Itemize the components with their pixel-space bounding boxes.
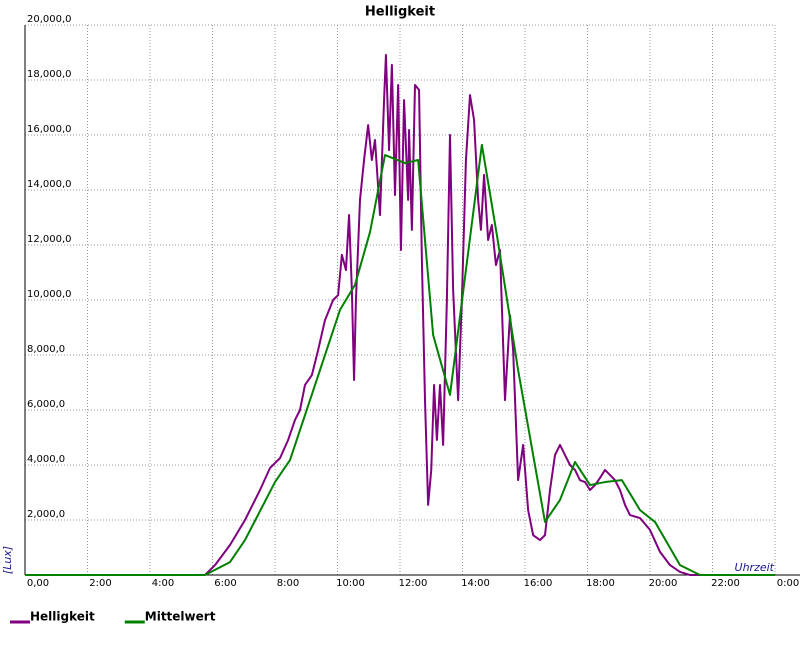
- x-tick-label: 20:00: [649, 578, 678, 589]
- data-line: [25, 53, 775, 576]
- x-tick-label: 10:00: [336, 578, 365, 589]
- legend-label: Mittelwert: [145, 610, 216, 624]
- x-tick-label: 16:00: [524, 578, 553, 589]
- x-tick-label: 0,00: [27, 578, 49, 589]
- y-tick-label: 18,000,0: [27, 69, 72, 80]
- y-tick-label: 10,000,0: [27, 289, 72, 300]
- y-tick-label: 2,000,0: [27, 509, 65, 520]
- x-tick-label: 22:00: [711, 578, 740, 589]
- y-tick-label: 12,000,0: [27, 234, 72, 245]
- x-tick-label: 2:00: [89, 578, 111, 589]
- y-tick-label: 8,000,0: [27, 344, 65, 355]
- x-tick-label: 4:00: [152, 578, 174, 589]
- y-tick-label: 4,000,0: [27, 454, 65, 465]
- x-tick-label: 18:00: [586, 578, 615, 589]
- y-tick-label: 16,000,0: [27, 124, 72, 135]
- chart-title: Helligkeit: [365, 5, 435, 20]
- x-tick-label: 0:00: [777, 578, 799, 589]
- x-tick-label: 12:00: [399, 578, 428, 589]
- x-tick-label: 6:00: [214, 578, 236, 589]
- legend-label: Helligkeit: [30, 610, 95, 624]
- x-tick-label: 8:00: [277, 578, 299, 589]
- x-axis-label: Uhrzeit: [735, 561, 775, 574]
- y-tick-label: 14,000,0: [27, 179, 72, 190]
- x-tick-label: 14:00: [461, 578, 490, 589]
- y-axis-label: [Lux]: [1, 546, 14, 574]
- y-tick-label: 20,000,0: [27, 14, 72, 25]
- y-tick-label: 6,000,0: [27, 399, 65, 410]
- data-line: [25, 143, 775, 576]
